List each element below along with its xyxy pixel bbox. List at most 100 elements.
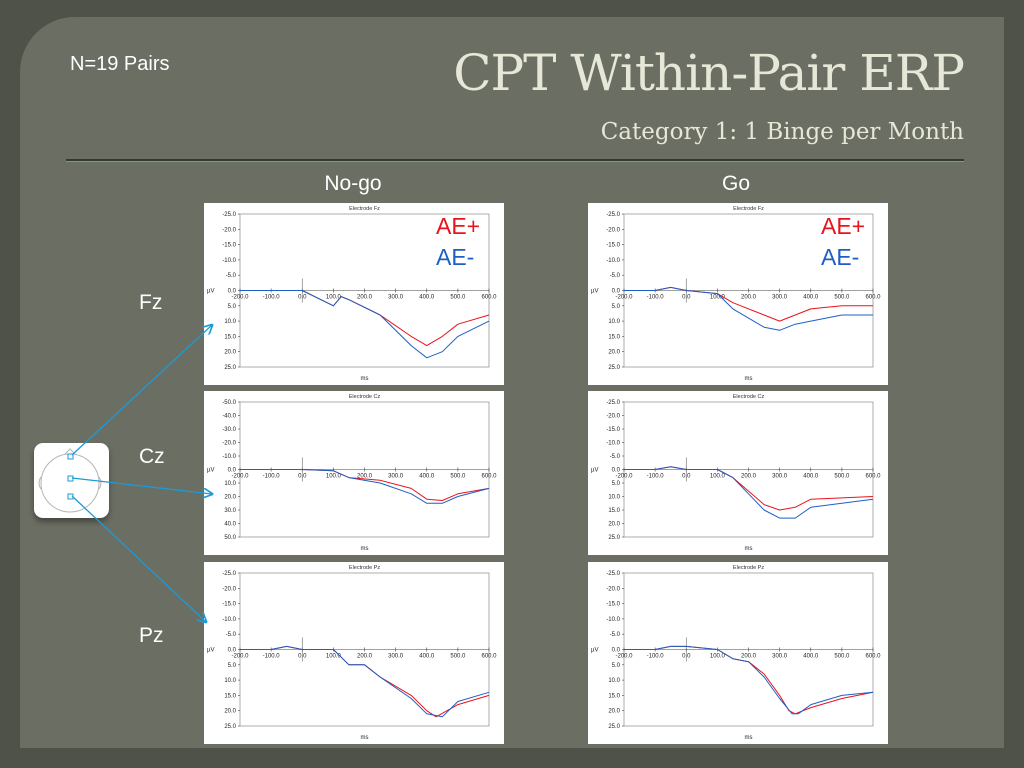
y-tick-label: 25.0 <box>608 724 620 730</box>
erp-panel-fz-go: Electrode Fz -25.0 -20.0 -15.0 -10.0 -5.0 0.0 5… <box>588 203 888 385</box>
y-tick-label: 25.0 <box>224 365 236 371</box>
erp-panel-cz-nogo: Electrode Cz -50.0 -40.0 -30.0 -20.0 -10.0 0.0… <box>204 391 504 555</box>
x-tick-label: -100.0 <box>263 654 281 660</box>
series-line-ae-minus <box>624 645 874 715</box>
y-tick-label: -25.0 <box>606 212 620 218</box>
erp-panel-pz-nogo: Electrode Pz -25.0 -20.0 -15.0 -10.0 -5.0 0.0 5… <box>204 562 504 744</box>
x-tick-label: 500.0 <box>834 295 850 301</box>
y-tick-label: 25.0 <box>608 365 620 371</box>
erp-panel-fz-nogo: Electrode Fz -25.0 -20.0 -15.0 -10.0 -5.0 0.0 5… <box>204 203 504 385</box>
x-axis-label: ms <box>745 546 753 552</box>
x-tick-label: 100.0 <box>326 474 342 480</box>
x-tick-label: 600.0 <box>865 474 881 480</box>
y-tick-label: -15.0 <box>606 427 620 433</box>
x-tick-label: -100.0 <box>647 474 665 480</box>
participant-count: N=19 Pairs <box>70 53 170 75</box>
series-line-ae-minus <box>240 290 490 359</box>
chart-title: Electrode Cz <box>733 394 765 400</box>
x-tick-label: 500.0 <box>450 474 466 480</box>
y-tick-label: 50.0 <box>224 535 236 541</box>
x-tick-label: 0.0 <box>298 474 307 480</box>
chart-title: Electrode Pz <box>349 565 380 571</box>
y-tick-label: 20.0 <box>608 709 620 715</box>
y-tick-label: -50.0 <box>222 400 236 406</box>
x-tick-label: 100.0 <box>710 295 726 301</box>
chart-title: Electrode Fz <box>349 206 380 212</box>
y-tick-label: 5.0 <box>612 663 621 669</box>
x-tick-label: 0.0 <box>682 654 691 660</box>
chart-title: Electrode Fz <box>733 206 764 212</box>
x-tick-label: 200.0 <box>741 474 757 480</box>
x-tick-label: 300.0 <box>388 474 404 480</box>
y-tick-label: -25.0 <box>222 212 236 218</box>
y-tick-label: -40.0 <box>222 414 236 420</box>
erp-chart-pz-nogo: Electrode Pz -25.0 -20.0 -15.0 -10.0 -5.0 0.0 5… <box>207 565 497 741</box>
y-tick-label: 15.0 <box>224 693 236 699</box>
y-axis-label: µV <box>591 468 598 474</box>
erp-chart-fz-go: Electrode Fz -25.0 -20.0 -15.0 -10.0 -5.0 0.0 5… <box>591 206 881 382</box>
y-tick-label: 10.0 <box>224 481 236 487</box>
y-tick-label: 0.0 <box>612 468 621 474</box>
x-tick-label: 600.0 <box>481 474 497 480</box>
scalp-map-icon <box>38 448 102 513</box>
y-tick-label: 25.0 <box>224 724 236 730</box>
x-tick-label: 400.0 <box>803 295 819 301</box>
y-tick-label: -25.0 <box>222 571 236 577</box>
x-tick-label: -200.0 <box>231 654 249 660</box>
y-tick-label: -5.0 <box>610 454 621 460</box>
y-axis-label: µV <box>591 648 598 654</box>
y-tick-label: -20.0 <box>222 586 236 592</box>
x-tick-label: 500.0 <box>834 654 850 660</box>
y-tick-label: 20.0 <box>224 495 236 501</box>
x-tick-label: 0.0 <box>298 654 307 660</box>
y-tick-label: -20.0 <box>606 586 620 592</box>
x-tick-label: -200.0 <box>615 654 633 660</box>
y-tick-label: -30.0 <box>222 427 236 433</box>
x-axis-label: ms <box>745 735 753 741</box>
x-axis-label: ms <box>361 546 369 552</box>
y-tick-label: -10.0 <box>606 617 620 623</box>
x-tick-label: 600.0 <box>865 295 881 301</box>
series-line-ae-minus <box>240 469 490 504</box>
arrow-to-fz <box>71 325 212 456</box>
x-tick-label: 200.0 <box>357 474 373 480</box>
y-tick-label: 20.0 <box>224 709 236 715</box>
row-label-pz: Pz <box>139 624 164 647</box>
x-axis-label: ms <box>745 376 753 382</box>
series-line-ae-minus <box>240 645 490 718</box>
x-tick-label: -200.0 <box>231 295 249 301</box>
y-tick-label: 40.0 <box>224 522 236 528</box>
y-tick-label: -5.0 <box>610 273 621 279</box>
y-tick-label: -10.0 <box>222 454 236 460</box>
legend-ae-minus-nogo: AE- <box>436 244 475 270</box>
x-tick-label: -200.0 <box>231 474 249 480</box>
y-tick-label: 15.0 <box>608 508 620 514</box>
y-tick-label: 20.0 <box>608 522 620 528</box>
y-tick-label: 25.0 <box>608 535 620 541</box>
y-tick-label: -20.0 <box>606 227 620 233</box>
x-tick-label: 100.0 <box>326 295 342 301</box>
x-tick-label: 0.0 <box>682 295 691 301</box>
y-tick-label: 0.0 <box>228 468 237 474</box>
erp-chart-cz-go: Electrode Cz -25.0 -20.0 -15.0 -10.0 -5.0 0.0 5… <box>591 394 881 552</box>
y-tick-label: -20.0 <box>606 414 620 420</box>
y-tick-label: -15.0 <box>606 602 620 608</box>
y-tick-label: 10.0 <box>224 678 236 684</box>
y-tick-label: -10.0 <box>222 617 236 623</box>
x-tick-label: 0.0 <box>682 474 691 480</box>
column-header-go: Go <box>721 172 750 195</box>
y-tick-label: -10.0 <box>606 258 620 264</box>
erp-panel-cz-go: Electrode Cz -25.0 -20.0 -15.0 -10.0 -5.0 0.0 5… <box>588 391 888 555</box>
y-tick-label: -10.0 <box>222 258 236 264</box>
x-tick-label: 200.0 <box>741 654 757 660</box>
x-axis-label: ms <box>361 735 369 741</box>
x-tick-label: 200.0 <box>357 295 373 301</box>
y-tick-label: 10.0 <box>608 495 620 501</box>
slide-title: CPT Within-Pair ERP <box>453 44 965 102</box>
erp-panel-pz-go: Electrode Pz -25.0 -20.0 -15.0 -10.0 -5.0 0.0 5… <box>588 562 888 744</box>
x-tick-label: -100.0 <box>263 474 281 480</box>
x-tick-label: 500.0 <box>450 295 466 301</box>
y-tick-label: 5.0 <box>228 304 237 310</box>
y-tick-label: 5.0 <box>228 663 237 669</box>
